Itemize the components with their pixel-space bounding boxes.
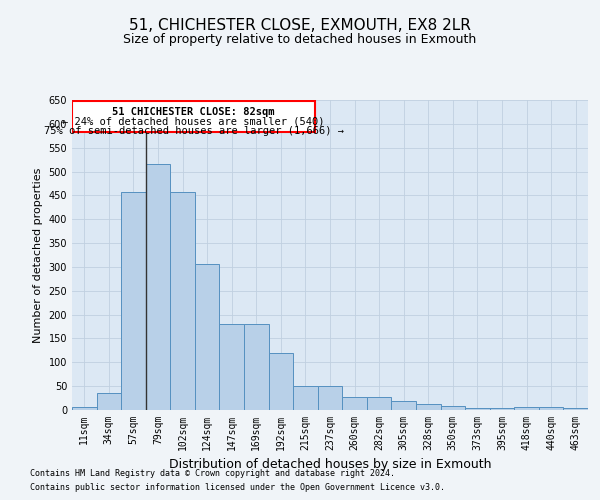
Bar <box>269 353 293 410</box>
Bar <box>440 406 465 410</box>
Text: 51 CHICHESTER CLOSE: 82sqm: 51 CHICHESTER CLOSE: 82sqm <box>112 106 275 117</box>
Text: 75% of semi-detached houses are larger (1,666) →: 75% of semi-detached houses are larger (… <box>44 126 344 136</box>
Bar <box>514 407 539 410</box>
Bar <box>121 192 146 410</box>
Text: Size of property relative to detached houses in Exmouth: Size of property relative to detached ho… <box>124 32 476 46</box>
Y-axis label: Number of detached properties: Number of detached properties <box>33 168 43 342</box>
Bar <box>72 406 97 410</box>
Bar <box>391 402 416 410</box>
Bar <box>195 264 220 410</box>
X-axis label: Distribution of detached houses by size in Exmouth: Distribution of detached houses by size … <box>169 458 491 471</box>
Text: Contains public sector information licensed under the Open Government Licence v3: Contains public sector information licen… <box>30 484 445 492</box>
Text: ← 24% of detached houses are smaller (540): ← 24% of detached houses are smaller (54… <box>62 116 325 126</box>
Bar <box>465 408 490 410</box>
Text: Contains HM Land Registry data © Crown copyright and database right 2024.: Contains HM Land Registry data © Crown c… <box>30 468 395 477</box>
Bar <box>563 408 588 410</box>
Bar <box>539 407 563 410</box>
Bar <box>220 324 244 410</box>
Bar <box>416 404 440 410</box>
Bar <box>318 386 342 410</box>
Bar <box>97 394 121 410</box>
Text: 51, CHICHESTER CLOSE, EXMOUTH, EX8 2LR: 51, CHICHESTER CLOSE, EXMOUTH, EX8 2LR <box>129 18 471 32</box>
Bar <box>170 192 195 410</box>
Bar <box>342 397 367 410</box>
FancyBboxPatch shape <box>72 101 315 132</box>
Bar <box>146 164 170 410</box>
Bar <box>367 397 391 410</box>
Bar <box>293 386 318 410</box>
Bar <box>490 408 514 410</box>
Bar <box>244 324 269 410</box>
